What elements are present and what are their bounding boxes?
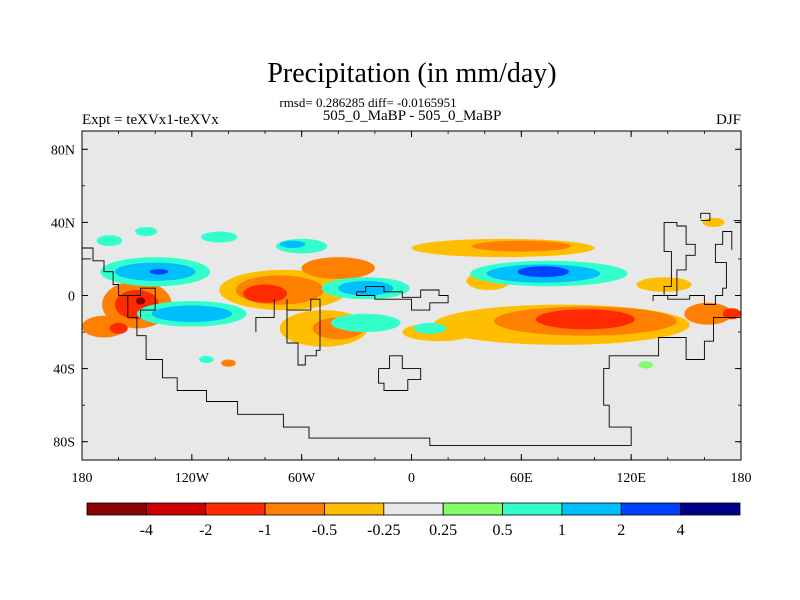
case-label: 505_0_MaBP - 505_0_MaBP	[323, 108, 502, 124]
anomaly-blob-12	[243, 284, 288, 303]
x-tick-label-4: 60E	[510, 471, 533, 486]
anomaly-blob-13	[301, 257, 375, 280]
coastline-7	[700, 212, 711, 222]
colorbar-label-6: 0.5	[493, 522, 513, 539]
anomaly-blob-35	[279, 240, 306, 248]
anomaly-blob-41	[638, 361, 654, 369]
coastline-3	[255, 299, 275, 333]
y-tick-label-3: 40S	[53, 363, 75, 378]
anomaly-blob-31	[413, 322, 447, 334]
anomaly-blob-4	[136, 297, 146, 305]
anomaly-blob-7	[149, 268, 169, 275]
anomaly-blob-38	[636, 277, 692, 292]
colorbar-swatch-0	[86, 502, 147, 516]
anomaly-contours	[82, 217, 741, 369]
coastline-8	[652, 231, 733, 306]
coastline-5	[378, 355, 422, 391]
anomaly-blob-28	[684, 302, 732, 325]
colorbar-label-0: -4	[140, 522, 153, 539]
colorbar-swatch-9	[620, 502, 682, 516]
anomaly-blob-37	[702, 217, 725, 227]
colorbar-label-3: -0.5	[312, 522, 337, 539]
y-axis: 80N 40N 0 40S 80S	[51, 143, 741, 451]
anomaly-blob-9	[151, 305, 233, 323]
colorbar-swatch-6	[442, 502, 503, 516]
map-background	[82, 131, 741, 460]
colorbar-swatch-2	[205, 502, 266, 516]
x-tick-label-0: 180	[72, 471, 93, 486]
anomaly-blob-29	[722, 308, 741, 320]
chart-subtitle: rmsd= 0.286285 diff= -0.0165951	[279, 95, 456, 110]
y-tick-label-0: 80N	[51, 143, 75, 158]
y-tick-label-1: 40N	[51, 216, 75, 231]
colorbar-label-4: -0.25	[367, 522, 400, 539]
coastline-2	[286, 298, 321, 366]
colorbar-label-9: 4	[677, 522, 685, 539]
anomaly-blob-33	[200, 231, 238, 243]
x-tick-label-1: 120W	[175, 471, 210, 486]
colorbar-label-2: -1	[258, 522, 271, 539]
anomaly-blob-3	[109, 322, 128, 334]
colorbar-label-7: 1	[558, 522, 566, 539]
coastline-4	[356, 285, 449, 311]
coastline-6	[663, 221, 696, 296]
colorbar: -4 -2 -1 -0.5 -0.25 0.25 0.5 1 2 4	[86, 502, 741, 539]
anomaly-blob-18	[330, 313, 401, 333]
coastline-0	[82, 247, 741, 446]
anomaly-blob-24	[471, 240, 571, 252]
y-tick-label-4: 80S	[53, 436, 75, 451]
x-tick-label-6: 180	[731, 471, 752, 486]
y-tick-label-2: 0	[68, 290, 75, 305]
season-label: DJF	[716, 112, 741, 128]
colorbar-swatch-5	[383, 502, 444, 516]
colorbar-label-1: -2	[199, 522, 212, 539]
anomaly-blob-39	[221, 359, 236, 367]
colorbar-swatch-7	[502, 502, 563, 516]
anomaly-blob-22	[517, 266, 569, 278]
x-tick-label-5: 120E	[616, 471, 646, 486]
colorbar-label-8: 2	[617, 522, 625, 539]
colorbar-swatch-4	[324, 502, 385, 516]
x-axis: 180 120W 60W 0 60E 120E 180	[72, 131, 752, 486]
experiment-label: Expt = teXVx1-teXVx	[82, 112, 219, 128]
anomaly-blob-32	[96, 235, 123, 247]
colorbar-swatch-3	[264, 502, 325, 516]
x-tick-label-3: 0	[408, 471, 415, 486]
x-tick-label-2: 60W	[288, 471, 316, 486]
colorbar-swatch-1	[145, 502, 207, 516]
colorbar-label-5: 0.25	[429, 522, 457, 539]
anomaly-blob-40	[199, 355, 214, 364]
chart-title: Precipitation (in mm/day)	[267, 58, 556, 89]
anomaly-blob-36	[135, 226, 158, 237]
colorbar-swatch-10	[680, 502, 741, 516]
coastline-outlines	[82, 212, 741, 446]
colorbar-swatch-8	[561, 502, 622, 516]
coastline-1	[127, 287, 156, 318]
anomaly-blob-27	[535, 309, 635, 330]
